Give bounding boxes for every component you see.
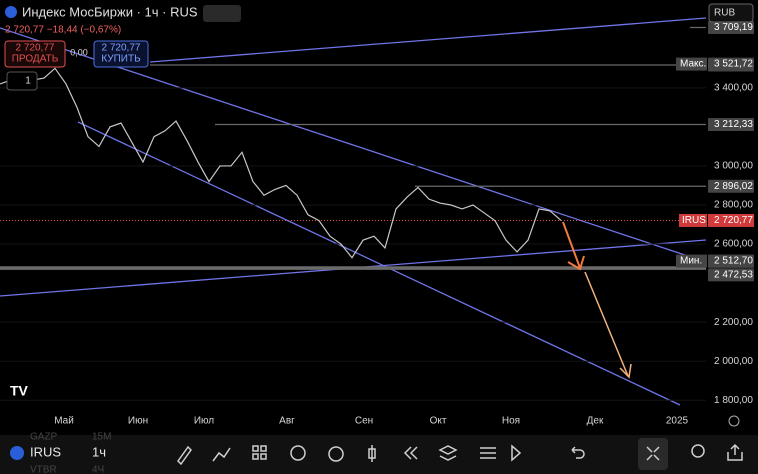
buy-button[interactable] bbox=[93, 40, 149, 68]
price-label: 3 521,72 bbox=[714, 59, 753, 70]
x-tick-label: 2025 bbox=[666, 416, 689, 427]
toolbar-icons[interactable] bbox=[177, 438, 743, 470]
price-name: Макс. bbox=[680, 59, 706, 70]
price-name-box bbox=[676, 254, 707, 268]
trend-line bbox=[77, 121, 681, 406]
y-tick-label: 2 600,00 bbox=[714, 239, 753, 250]
trend-line bbox=[149, 17, 707, 63]
last-name: IRUS bbox=[682, 215, 706, 226]
toolbar-symbol[interactable]: IRUS bbox=[30, 444, 61, 459]
price-line bbox=[0, 67, 562, 259]
y-tick-label: 2 800,00 bbox=[714, 200, 753, 211]
price-label-box bbox=[708, 20, 754, 34]
forecast-arrows bbox=[562, 221, 632, 379]
last-price: 2 720,77 bbox=[714, 215, 753, 226]
price-label: 2 512,70 bbox=[714, 256, 753, 267]
quote: 2 720,77 −18,44 (−0,67%) bbox=[5, 25, 121, 36]
buy-price: 2 720,77 bbox=[102, 43, 141, 54]
flag-icon bbox=[5, 6, 17, 18]
y-tick-label: 3 000,00 bbox=[714, 161, 753, 172]
x-tick-label: Ноя bbox=[502, 416, 520, 427]
x-tick-label: Авг bbox=[279, 416, 295, 427]
symbol-title[interactable]: Индекс МосБиржи · 1ч · RUS bbox=[22, 4, 198, 19]
price-label: 2 896,02 bbox=[714, 181, 753, 192]
watch-symbol: GAZP bbox=[30, 432, 58, 443]
lots: 1 bbox=[25, 76, 31, 87]
y-tick-label: 2 000,00 bbox=[714, 356, 753, 367]
lots-button[interactable] bbox=[6, 71, 38, 91]
price-label-box bbox=[708, 268, 754, 282]
x-tick-label: Окт bbox=[430, 416, 447, 427]
last-price-box bbox=[708, 213, 754, 227]
price-label: 3 709,19 bbox=[714, 22, 753, 33]
spread: 0,00 bbox=[70, 47, 88, 57]
price-name: Мин. bbox=[680, 256, 702, 267]
price-label-box bbox=[708, 117, 754, 131]
watch-symbol: VTBR bbox=[30, 465, 57, 474]
price-label-box bbox=[708, 57, 754, 71]
sell-price: 2 720,77 bbox=[16, 43, 55, 54]
currency-button[interactable] bbox=[708, 3, 754, 23]
y-tick-label: 1 800,00 bbox=[714, 395, 753, 406]
logo: TV bbox=[10, 383, 29, 399]
settings-icon[interactable] bbox=[728, 415, 740, 427]
y-tick-label: 3 400,00 bbox=[714, 82, 753, 93]
x-tick-label: Сен bbox=[355, 416, 373, 427]
price-label-box bbox=[708, 254, 754, 268]
price-label: 2 472,53 bbox=[714, 270, 753, 281]
currency: RUB bbox=[714, 8, 735, 19]
toolbar-interval[interactable]: 1ч bbox=[92, 444, 106, 459]
watch-interval: 15M bbox=[92, 432, 111, 443]
indicator-button[interactable] bbox=[203, 5, 241, 22]
x-tick-label: Июл bbox=[194, 416, 214, 427]
buy-label: КУПИТЬ bbox=[101, 54, 141, 65]
x-tick-label: Дек bbox=[587, 416, 604, 427]
sell-button[interactable] bbox=[4, 40, 66, 68]
x-tick-label: Июн bbox=[128, 416, 148, 427]
x-tick-label: Май bbox=[54, 416, 74, 427]
sell-label: ПРОДАТЬ bbox=[12, 54, 59, 65]
flag-icon bbox=[10, 446, 24, 460]
last-name-box bbox=[679, 213, 707, 227]
price-label-box bbox=[708, 179, 754, 193]
price-label: 3 212,33 bbox=[714, 119, 753, 130]
toolbar bbox=[0, 435, 758, 474]
watch-interval: 4Ч bbox=[92, 465, 104, 474]
y-tick-label: 2 200,00 bbox=[714, 317, 753, 328]
price-name-box bbox=[676, 57, 707, 71]
